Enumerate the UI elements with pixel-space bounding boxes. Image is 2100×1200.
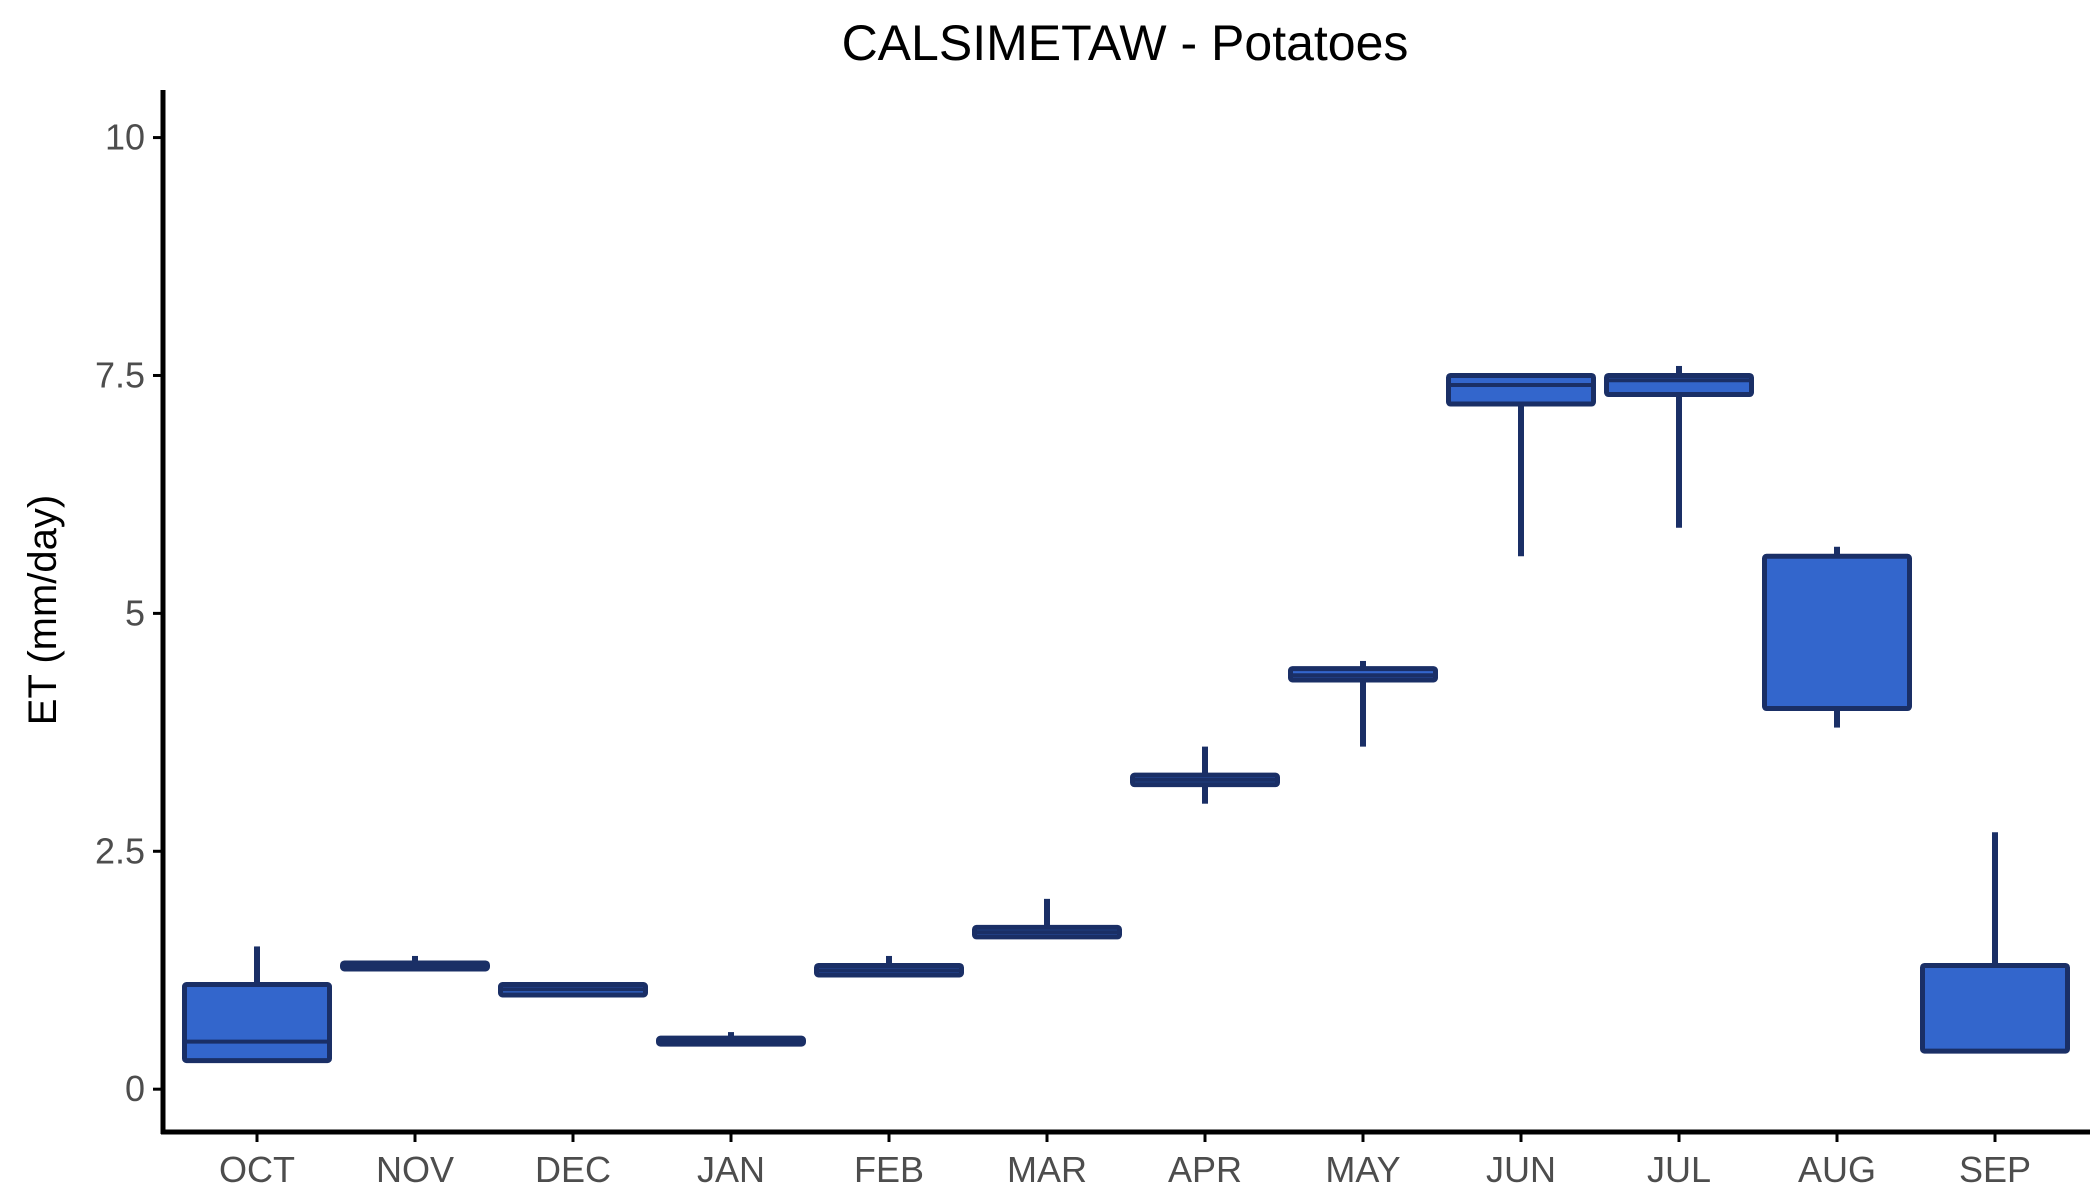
x-tick-label: DEC [535,1149,611,1190]
y-tick-label: 10 [105,117,145,158]
y-tick-label: 2.5 [95,830,145,871]
y-tick-label: 0 [125,1068,145,1109]
box-sep [1920,962,2070,1054]
x-tick-label: JUN [1486,1149,1556,1190]
x-tick-label: SEP [1959,1149,2031,1190]
x-tick-label: JUL [1647,1149,1711,1190]
x-tick-label: JAN [697,1149,765,1190]
plot-area: 0 2.5 5 7.5 10 OCT NOV DEC JAN FEB MAR APR MAY JUN JUL… [95,90,2090,1190]
x-tick-label: NOV [376,1149,454,1190]
box-jun [1446,372,1596,407]
x-tick-label: FEB [854,1149,924,1190]
y-axis-title: ET (mm/day) [21,495,65,725]
box-aug [1762,553,1912,712]
y-tick-label: 5 [125,592,145,633]
x-tick-label: OCT [219,1149,295,1190]
y-tick-label: 7.5 [95,354,145,395]
x-tick-label: MAY [1325,1149,1400,1190]
x-tick-label: AUG [1798,1149,1876,1190]
box-oct [182,982,332,1064]
x-tick-label: MAR [1007,1149,1087,1190]
chart-title: CALSIMETAW - Potatoes [842,15,1409,71]
x-tick-label: APR [1168,1149,1242,1190]
